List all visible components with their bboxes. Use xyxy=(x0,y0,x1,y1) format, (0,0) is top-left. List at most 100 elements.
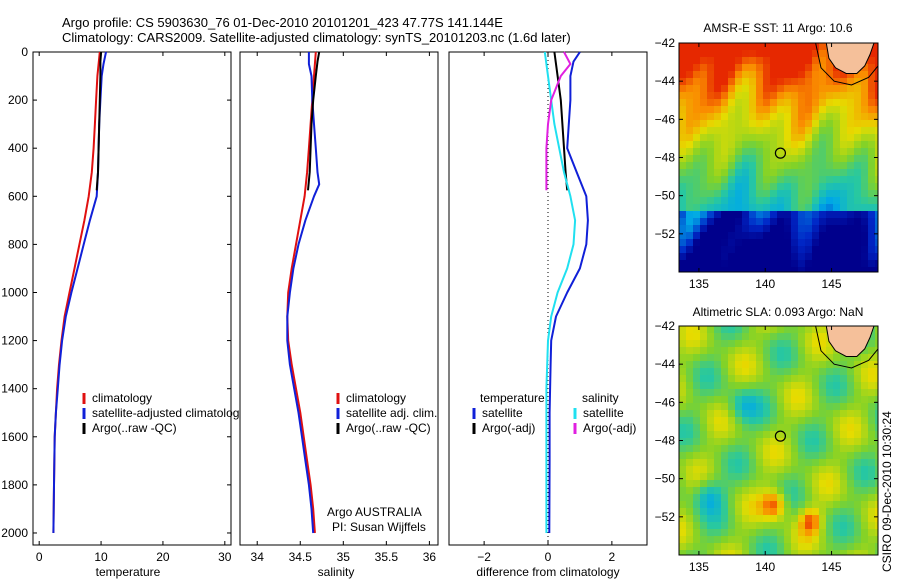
sla-heatmap-cell xyxy=(805,382,813,390)
sla-heatmap-cell xyxy=(686,466,694,474)
sst-heatmap-cell xyxy=(840,92,848,100)
sst-heatmap-cell xyxy=(728,71,736,79)
sla-heatmap-cell xyxy=(826,522,834,530)
sla-heatmap-cell xyxy=(742,354,750,362)
sla-heatmap-cell xyxy=(693,445,701,453)
sla-heatmap-cell xyxy=(728,431,736,439)
sst-heatmap-cell xyxy=(770,120,778,128)
sla-heatmap-cell xyxy=(742,452,750,460)
sst-heatmap-cell xyxy=(805,57,813,65)
sst-heatmap-cell xyxy=(777,260,785,268)
sst-heatmap-cell xyxy=(721,106,729,114)
sst-heatmap-cell xyxy=(812,204,820,212)
salinity-x-tick-label: 35.5 xyxy=(375,550,399,564)
sst-heatmap-cell xyxy=(735,120,743,128)
temperature-plot-frame xyxy=(32,51,232,546)
sla-heatmap-cell xyxy=(700,361,708,369)
sla-heatmap-cell xyxy=(700,389,708,397)
sst-heatmap-cell xyxy=(763,232,771,240)
sla-heatmap-cell xyxy=(805,347,813,355)
sla-heatmap-cell xyxy=(819,550,827,555)
sla-heatmap-cell xyxy=(812,431,820,439)
sst-heatmap-cell xyxy=(693,253,701,261)
sst-heatmap-cell xyxy=(826,232,834,240)
sst-heatmap-cell xyxy=(742,176,750,184)
depth-tick-label: 0 xyxy=(21,45,28,59)
sst-heatmap-cell xyxy=(826,169,834,177)
sst-heatmap-cell xyxy=(875,71,878,79)
sst-heatmap-cell xyxy=(742,183,750,191)
sst-heatmap-cell xyxy=(742,239,750,247)
sst-heatmap-cell xyxy=(798,71,806,79)
sla-heatmap-cell xyxy=(714,501,722,509)
difference-legend-label: Argo(-adj) xyxy=(482,421,535,435)
sla-heatmap-cell xyxy=(798,473,806,481)
sla-heatmap-cell xyxy=(770,368,778,376)
sst-heatmap-cell xyxy=(770,85,778,93)
sla-heatmap-cell xyxy=(826,354,834,362)
sst-heatmap-cell xyxy=(777,141,785,149)
sst-heatmap-cell xyxy=(742,92,750,100)
sst-heatmap-cell xyxy=(812,99,820,107)
salinity-annotation-line2: PI: Susan Wijffels xyxy=(332,520,426,534)
sla-heatmap-cell xyxy=(679,550,687,555)
sst-heatmap-cell xyxy=(805,43,813,51)
sla-heatmap-cell xyxy=(854,536,862,544)
sla-heatmap-cell xyxy=(770,515,778,523)
sst-heatmap-cell xyxy=(833,148,841,156)
sla-heatmap-cell xyxy=(798,368,806,376)
sst-heatmap-cell xyxy=(777,267,785,272)
sst-heatmap-cell xyxy=(686,106,694,114)
sla-heatmap-cell xyxy=(693,403,701,411)
salinity-annotation-line1: Argo AUSTRALIA xyxy=(327,505,422,519)
sla-heatmap-cell xyxy=(735,368,743,376)
difference-legend-label: satellite xyxy=(482,406,523,420)
sla-heatmap-cell xyxy=(679,459,687,467)
sla-heatmap-cell xyxy=(700,431,708,439)
sla-heatmap-cell xyxy=(728,452,736,460)
sst-heatmap-cell xyxy=(868,78,876,86)
sst-heatmap-cell xyxy=(868,71,876,79)
depth-tick-label: 1600 xyxy=(1,430,28,444)
sla-heatmap-cell xyxy=(861,431,869,439)
sla-heatmap-cell xyxy=(812,536,820,544)
sla-heatmap-cell xyxy=(707,473,715,481)
sla-lat-tick-label: −48 xyxy=(655,434,676,448)
sla-heatmap-cell xyxy=(791,452,799,460)
sst-heatmap-cell xyxy=(819,211,827,219)
sst-heatmap-cell xyxy=(756,225,764,233)
sla-heatmap-cell xyxy=(861,368,869,376)
sla-heatmap-cell xyxy=(805,375,813,383)
sla-heatmap-cell xyxy=(749,361,757,369)
temperature-x-axis-label: temperature xyxy=(96,565,161,579)
sla-heatmap-cell xyxy=(756,515,764,523)
sla-heatmap-cell xyxy=(847,487,855,495)
sla-heatmap-cell xyxy=(742,522,750,530)
sla-heatmap-cell xyxy=(777,536,785,544)
sla-heatmap-cell xyxy=(875,326,878,334)
sst-heatmap-cell xyxy=(875,50,878,58)
sla-heatmap-cell xyxy=(833,550,841,555)
sst-heatmap-cell xyxy=(700,197,708,205)
sst-land-shape xyxy=(825,43,875,74)
sst-heatmap-cell xyxy=(721,127,729,135)
sst-heatmap-cell xyxy=(700,183,708,191)
sst-heatmap-cell xyxy=(826,134,834,142)
sst-heatmap-cell xyxy=(847,127,855,135)
sla-heatmap-cell xyxy=(735,459,743,467)
sst-heatmap-cell xyxy=(784,162,792,170)
sla-heatmap-cell xyxy=(791,361,799,369)
sla-heatmap-cell xyxy=(777,480,785,488)
sla-heatmap-cell xyxy=(728,333,736,341)
sst-heatmap-cell xyxy=(812,232,820,240)
sla-heatmap-cell xyxy=(728,459,736,467)
sst-heatmap-cell xyxy=(742,190,750,198)
sla-heatmap-cell xyxy=(840,375,848,383)
difference-x-axis-label: difference from climatology xyxy=(476,565,619,579)
sla-heatmap-cell xyxy=(784,333,792,341)
sla-heatmap-cell xyxy=(742,333,750,341)
sla-heatmap-cell xyxy=(770,403,778,411)
sla-heatmap-cell xyxy=(756,501,764,509)
